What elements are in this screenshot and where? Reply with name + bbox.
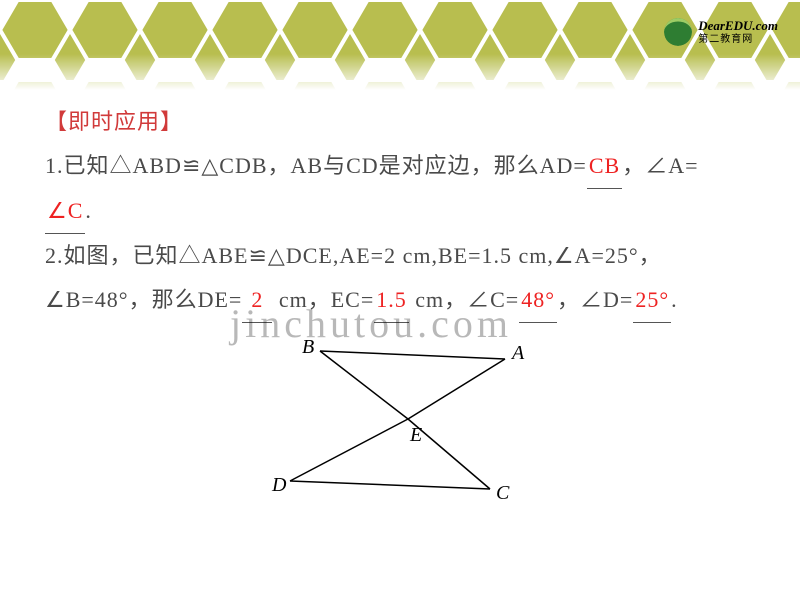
svg-text:A: A — [510, 342, 525, 364]
q2-b: cm，EC= — [272, 287, 374, 312]
q1-prefix: 1.已知△ABD≌△CDB，AB与CD是对应边，那么AD= — [45, 153, 587, 178]
logo-sub-text: 第二教育网 — [698, 34, 778, 45]
svg-text:B: B — [302, 336, 315, 358]
heading-text: 【即时应用】 — [45, 109, 183, 134]
q1-blank-1: CB — [587, 144, 622, 189]
logo-main-text: DearEDU.com — [698, 19, 778, 33]
q2-ans-de: 2 — [251, 287, 263, 312]
question-1: 1.已知△ABD≌△CDB，AB与CD是对应边，那么AD=CB，∠A= — [45, 144, 755, 189]
svg-text:E: E — [409, 424, 423, 446]
q2-ans-d: 25° — [635, 287, 669, 312]
question-2-line2: ∠B=48°，那么DE= 2 cm，EC=1.5 cm，∠C=48°，∠D=25°… — [45, 278, 755, 323]
question-2-line1: 2.如图，已知△ABE≌△DCE,AE=2 cm,BE=1.5 cm,∠A=25… — [45, 234, 755, 278]
q2-c: cm，∠C= — [409, 287, 519, 312]
q1-answer-2: ∠C — [47, 198, 83, 223]
q2-e: . — [671, 287, 678, 312]
q2-a: ∠B=48°，那么DE= — [45, 287, 242, 312]
content-area: 【即时应用】 1.已知△ABD≌△CDB，AB与CD是对应边，那么AD=CB，∠… — [45, 100, 755, 501]
q1-blank-2: ∠C — [45, 189, 85, 234]
logo-icon — [664, 18, 692, 46]
geometry-figure: B A E D C — [45, 331, 755, 501]
svg-text:C: C — [496, 482, 510, 501]
q2-blank-de: 2 — [242, 278, 272, 323]
q1-answer-1: CB — [589, 153, 620, 178]
section-heading: 【即时应用】 — [45, 100, 755, 144]
q2-blank-ec: 1.5 — [374, 278, 409, 323]
q2-blank-d: 25° — [633, 278, 671, 323]
site-logo: DearEDU.com 第二教育网 — [664, 18, 778, 46]
question-1-cont: ∠C. — [45, 189, 755, 234]
svg-text:D: D — [271, 474, 287, 496]
q2-d: ，∠D= — [557, 287, 633, 312]
q2-blank-c: 48° — [519, 278, 557, 323]
q2-ans-ec: 1.5 — [376, 287, 407, 312]
q1-suffix: . — [85, 198, 92, 223]
q1-mid: ，∠A= — [622, 153, 698, 178]
q2-ans-c: 48° — [521, 287, 555, 312]
triangle-diagram: B A E D C — [260, 331, 540, 501]
